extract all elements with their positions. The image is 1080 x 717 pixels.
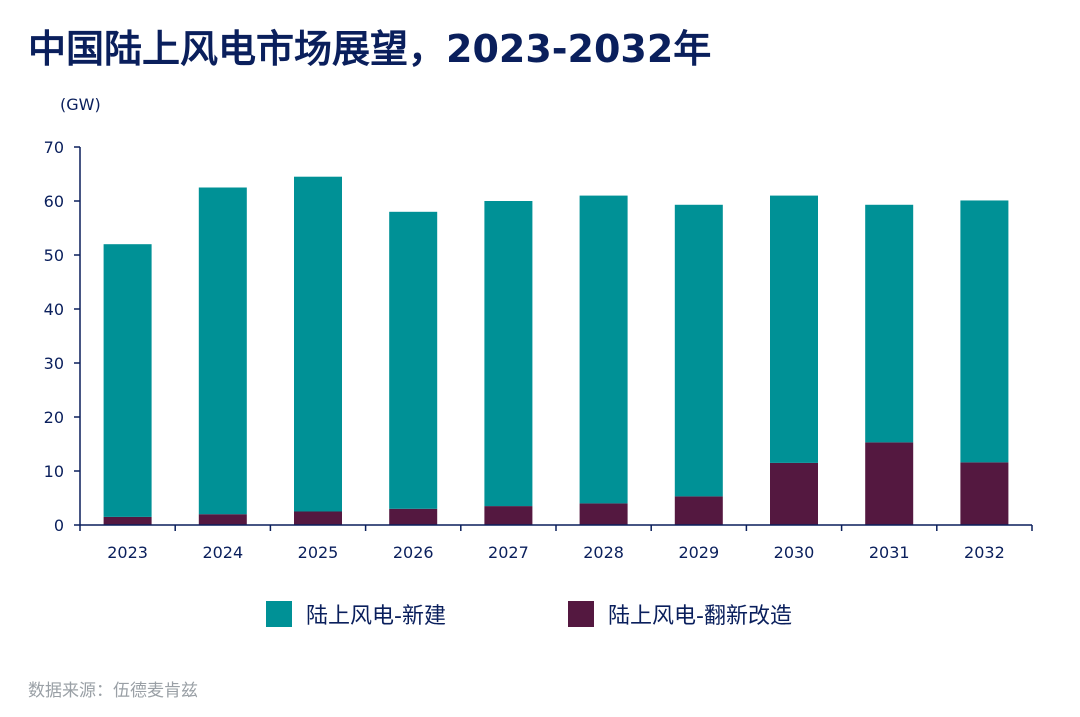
bar-repower-2025 bbox=[294, 511, 342, 525]
y-tick-label-0: 0 bbox=[54, 516, 64, 535]
axes-group: 2023 2024 2025 2026 2027 2028 2029 2030 2031 2032… bbox=[44, 138, 1033, 562]
legend-swatch-new bbox=[266, 601, 292, 627]
bar-new-2027 bbox=[484, 201, 533, 507]
bar-repower-2027 bbox=[484, 506, 533, 525]
source-note: 数据来源：伍德麦肯兹 bbox=[28, 681, 198, 701]
x-tick-label-2023: 2023 bbox=[107, 543, 148, 562]
y-tick-label-20: 20 bbox=[44, 408, 64, 427]
chart-title: 中国陆上风电市场展望，2023-2032年 bbox=[28, 27, 712, 71]
y-tick-label-70: 70 bbox=[44, 138, 64, 157]
x-tick-label-2028: 2028 bbox=[583, 543, 624, 562]
bar-repower-2024 bbox=[198, 514, 247, 525]
legend: 陆上风电-新建 陆上风电-翻新改造 bbox=[266, 601, 792, 629]
x-tick-label-2032: 2032 bbox=[964, 543, 1005, 562]
bar-new-2023 bbox=[103, 244, 152, 517]
y-tick-label-10: 10 bbox=[44, 462, 64, 481]
bar-new-2030 bbox=[770, 195, 818, 463]
x-tick-label-2025: 2025 bbox=[298, 543, 339, 562]
y-axis-unit-label: (GW) bbox=[60, 95, 101, 114]
bar-new-2031 bbox=[865, 204, 914, 443]
x-tick-label-2026: 2026 bbox=[393, 543, 434, 562]
bar-new-2029 bbox=[674, 204, 723, 497]
y-tick-label-50: 50 bbox=[44, 246, 64, 265]
bar-repower-2023 bbox=[103, 516, 152, 525]
bar-new-2024 bbox=[198, 187, 247, 515]
y-tick-label-60: 60 bbox=[44, 192, 64, 211]
x-tick-label-2024: 2024 bbox=[202, 543, 243, 562]
bar-repower-2026 bbox=[389, 508, 438, 525]
bar-new-2026 bbox=[389, 211, 438, 509]
x-tick-label-2029: 2029 bbox=[678, 543, 719, 562]
bars-group bbox=[103, 176, 1009, 525]
bar-repower-2028 bbox=[579, 503, 628, 525]
x-tick-label-2031: 2031 bbox=[869, 543, 910, 562]
bar-new-2025 bbox=[294, 176, 342, 512]
x-tick-label-2030: 2030 bbox=[774, 543, 815, 562]
legend-swatch-repower bbox=[568, 601, 594, 627]
bar-new-2028 bbox=[579, 195, 628, 504]
legend-label-new: 陆上风电-新建 bbox=[306, 604, 446, 629]
legend-label-repower: 陆上风电-翻新改造 bbox=[608, 604, 792, 629]
bar-repower-2032 bbox=[960, 462, 1009, 525]
bar-repower-2031 bbox=[865, 442, 914, 525]
y-tick-label-30: 30 bbox=[44, 354, 64, 373]
bar-new-2032 bbox=[960, 200, 1009, 463]
bar-repower-2029 bbox=[674, 496, 723, 525]
x-tick-label-2027: 2027 bbox=[488, 543, 529, 562]
bar-repower-2030 bbox=[770, 462, 818, 525]
y-tick-label-40: 40 bbox=[44, 300, 64, 319]
